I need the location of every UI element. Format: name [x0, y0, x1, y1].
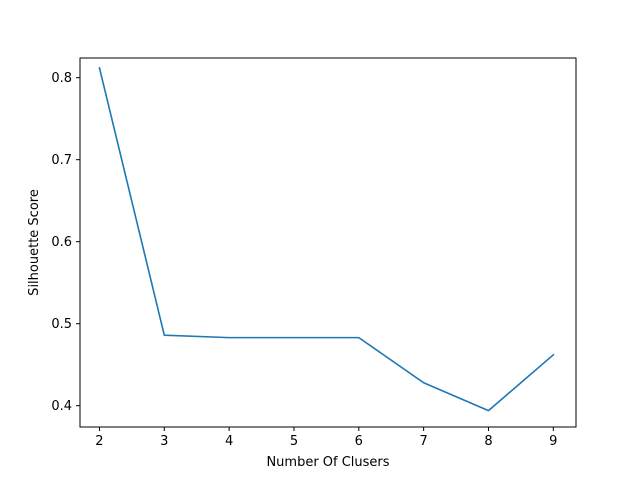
series-layer: [98, 66, 555, 412]
data-point: [163, 334, 165, 336]
y-axis-title: Silhouette Score: [27, 189, 42, 296]
data-point: [423, 382, 425, 384]
y-tick-label: 0.4: [51, 399, 72, 414]
x-tick-label: 4: [225, 434, 233, 449]
data-point: [358, 337, 360, 339]
data-point: [553, 354, 555, 356]
x-tick-label: 5: [290, 434, 298, 449]
y-tick-label: 0.7: [51, 153, 72, 168]
y-axis-ticks: 0.4 0.5 0.6 0.7 0.8: [51, 71, 80, 414]
plot-frame: [79, 57, 577, 428]
x-axis-title: Number Of Clusers: [266, 455, 389, 470]
data-point: [293, 337, 295, 339]
y-tick-label: 0.5: [51, 317, 72, 332]
y-tick-label: 0.8: [51, 71, 72, 86]
x-tick-label: 2: [95, 434, 103, 449]
x-axis-ticks: 2 3 4 5 6 7 8 9: [95, 427, 557, 449]
x-tick-label: 6: [355, 434, 363, 449]
data-point: [99, 67, 101, 69]
x-tick-label: 3: [160, 434, 168, 449]
x-tick-label: 8: [484, 434, 492, 449]
series-line: [98, 66, 555, 412]
data-point: [228, 337, 230, 339]
x-tick-label: 9: [549, 434, 557, 449]
y-tick-label: 0.6: [51, 235, 72, 250]
data-point: [488, 410, 490, 412]
x-tick-label: 7: [419, 434, 427, 449]
